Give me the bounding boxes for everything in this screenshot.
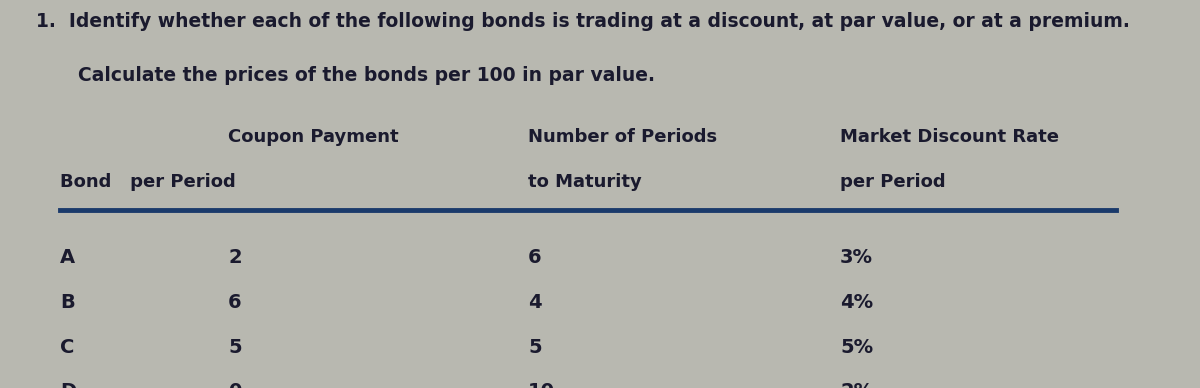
Text: Number of Periods: Number of Periods	[528, 128, 718, 146]
Text: 0: 0	[228, 382, 241, 388]
Text: Calculate the prices of the bonds per 100 in par value.: Calculate the prices of the bonds per 10…	[78, 66, 655, 85]
Text: B: B	[60, 293, 74, 312]
Text: 5: 5	[228, 338, 241, 357]
Text: 4%: 4%	[840, 293, 874, 312]
Text: C: C	[60, 338, 74, 357]
Text: to Maturity: to Maturity	[528, 173, 642, 191]
Text: A: A	[60, 248, 76, 267]
Text: per Period: per Period	[840, 173, 946, 191]
Text: 3%: 3%	[840, 248, 874, 267]
Text: Bond   per Period: Bond per Period	[60, 173, 235, 191]
Text: 2: 2	[228, 248, 241, 267]
Text: 6: 6	[228, 293, 241, 312]
Text: 6: 6	[528, 248, 541, 267]
Text: 5%: 5%	[840, 338, 874, 357]
Text: 2%: 2%	[840, 382, 874, 388]
Text: Coupon Payment: Coupon Payment	[228, 128, 398, 146]
Text: Market Discount Rate: Market Discount Rate	[840, 128, 1060, 146]
Text: 4: 4	[528, 293, 541, 312]
Text: 5: 5	[528, 338, 541, 357]
Text: 1.  Identify whether each of the following bonds is trading at a discount, at pa: 1. Identify whether each of the followin…	[36, 12, 1130, 31]
Text: 10: 10	[528, 382, 554, 388]
Text: D: D	[60, 382, 76, 388]
